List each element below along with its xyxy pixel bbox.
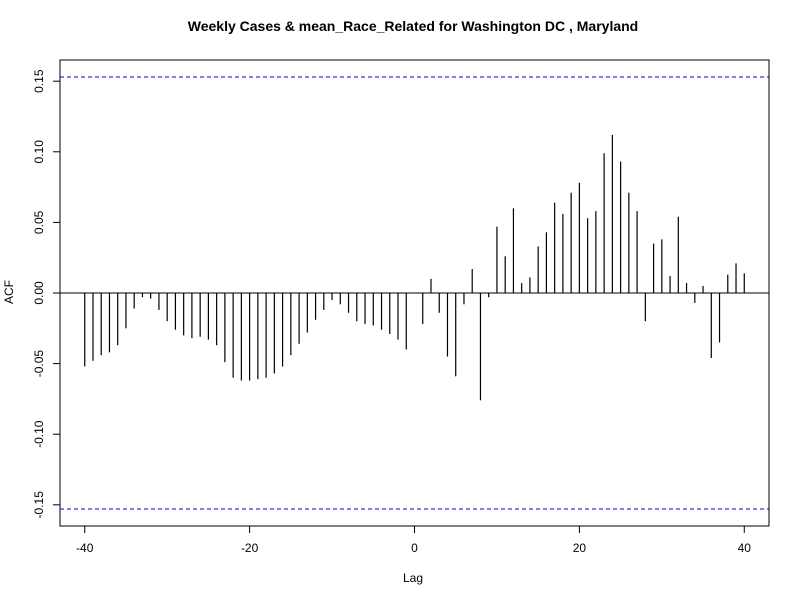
x-tick-label: 20: [573, 541, 587, 555]
y-tick-label: -0.15: [32, 491, 46, 519]
axes: -40 -20 0 20 40 -0.15 -0.10 -0.05 0.00 0.05 0.10 0.…: [32, 69, 769, 555]
x-tick-label: 0: [411, 541, 418, 555]
y-tick-label: 0.00: [32, 281, 46, 305]
chart-title: Weekly Cases & mean_Race_Related for Was…: [188, 18, 638, 34]
x-axis-label: Lag: [403, 571, 423, 585]
confidence-bands: [60, 76, 769, 510]
y-tick-label: -0.05: [32, 350, 46, 378]
y-axis-label: ACF: [2, 280, 16, 304]
y-tick-label: -0.10: [32, 420, 46, 448]
x-tick-label: 40: [738, 541, 752, 555]
x-tick-label: -20: [241, 541, 259, 555]
y-tick-label: 0.10: [32, 140, 46, 164]
x-tick-label: -40: [76, 541, 94, 555]
y-tick-label: 0.05: [32, 210, 46, 234]
y-tick-label: 0.15: [32, 69, 46, 93]
acf-bars: [84, 134, 745, 401]
